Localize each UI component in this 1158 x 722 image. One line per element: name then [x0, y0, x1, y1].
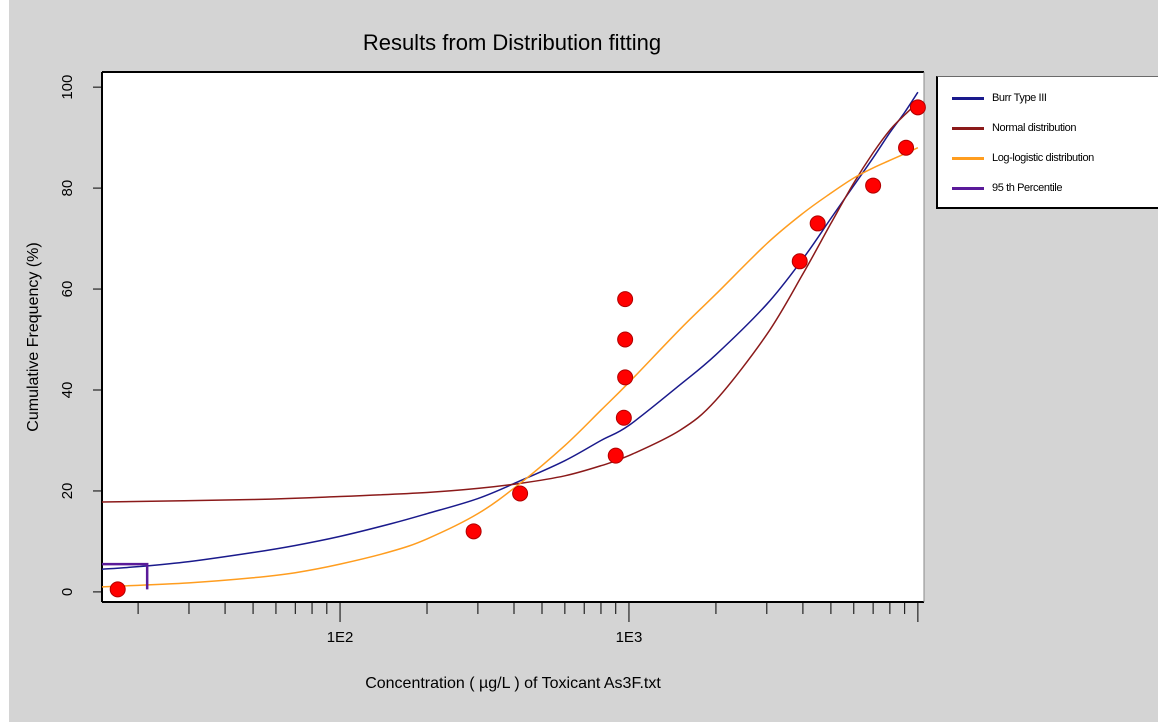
legend-item-95th-percentile: 95 th Percentile	[952, 178, 1062, 198]
legend-swatch	[952, 156, 984, 160]
data-point	[898, 139, 915, 156]
data-point	[109, 581, 126, 598]
y-tick-label: 0	[59, 588, 76, 596]
legend-label: Burr Type III	[992, 92, 1047, 104]
legend-item-burr: Burr Type III	[952, 88, 1047, 108]
legend-label: Log-logistic distribution	[992, 152, 1094, 164]
y-tick-label: 20	[59, 483, 76, 500]
data-point	[617, 291, 634, 308]
data-point	[909, 99, 926, 116]
series-layer	[101, 91, 919, 590]
data-point	[865, 177, 882, 194]
legend: Burr Type III Normal distribution Log-lo…	[936, 76, 1158, 209]
series-log-logistic-distribution	[101, 147, 919, 588]
y-tick-label: 100	[59, 75, 76, 100]
data-point	[465, 523, 482, 540]
legend-item-loglogistic: Log-logistic distribution	[952, 148, 1094, 168]
data-points	[109, 99, 926, 598]
x-axis-title: Concentration ( µg/L ) of Toxicant As3F.…	[365, 675, 661, 692]
chart-title: Results from Distribution fitting	[363, 30, 661, 55]
data-point	[617, 331, 634, 348]
y-tick-label: 60	[59, 281, 76, 298]
y-tick-label: 80	[59, 180, 76, 197]
data-point	[791, 253, 808, 270]
series-normal-distribution	[101, 101, 919, 503]
legend-swatch	[952, 96, 984, 100]
x-tick-label: 1E3	[616, 629, 643, 646]
legend-label: Normal distribution	[992, 122, 1077, 134]
y-axis-title: Cumulative Frequency (%)	[25, 242, 42, 431]
legend-label: 95 th Percentile	[992, 182, 1063, 194]
plot-area	[102, 72, 924, 602]
y-axis: 0 20 40 60 80 100	[59, 75, 102, 596]
x-axis: 1E2 1E3	[137, 602, 919, 646]
data-point	[607, 447, 624, 464]
legend-swatch	[952, 186, 984, 190]
data-point	[615, 409, 632, 426]
series-burr-type-iii	[101, 91, 919, 570]
data-point	[512, 485, 529, 502]
data-point	[809, 215, 826, 232]
series-95th-percentile	[102, 562, 149, 590]
legend-swatch	[952, 126, 984, 130]
legend-item-normal: Normal distribution	[952, 118, 1077, 138]
data-point	[617, 369, 634, 386]
y-tick-label: 40	[59, 382, 76, 399]
x-tick-label: 1E2	[327, 629, 354, 646]
